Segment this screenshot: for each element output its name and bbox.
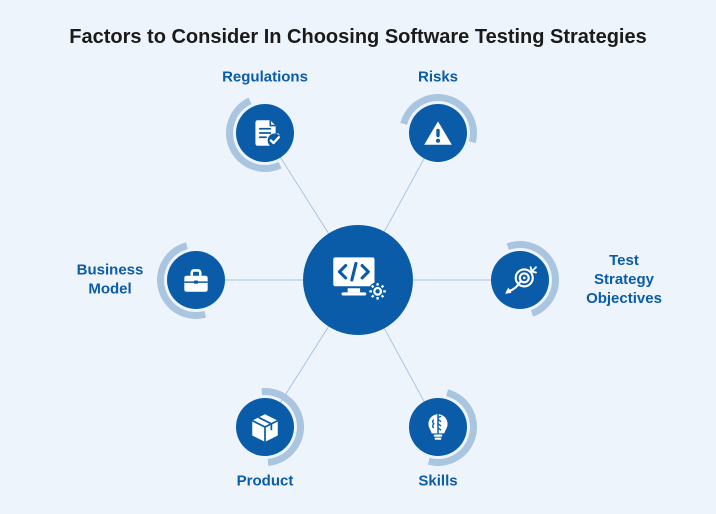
factor-node-objectives xyxy=(491,251,549,309)
factor-node-business xyxy=(167,251,225,309)
factor-label-risks: Risks xyxy=(418,69,458,88)
factor-label-objectives: Test StrategyObjectives xyxy=(578,252,670,308)
factor-label-business: BusinessModel xyxy=(77,261,144,299)
target-arrow-icon xyxy=(503,263,537,297)
briefcase-icon xyxy=(179,263,213,297)
document-check-icon xyxy=(248,116,282,150)
factor-node-regulations xyxy=(236,104,294,162)
factor-label-product: Product xyxy=(237,473,294,492)
factor-node-skills xyxy=(409,398,467,456)
factor-label-regulations: Regulations xyxy=(222,69,308,88)
package-box-icon xyxy=(248,410,282,444)
factor-node-product xyxy=(236,398,294,456)
dev-monitor-gear-icon xyxy=(325,247,391,313)
warning-triangle-icon xyxy=(421,116,455,150)
hub-node xyxy=(303,225,413,335)
infographic-canvas: Factors to Consider In Choosing Software… xyxy=(0,0,716,514)
brain-bulb-icon xyxy=(421,410,455,444)
factor-label-skills: Skills xyxy=(418,473,457,492)
factor-node-risks xyxy=(409,104,467,162)
